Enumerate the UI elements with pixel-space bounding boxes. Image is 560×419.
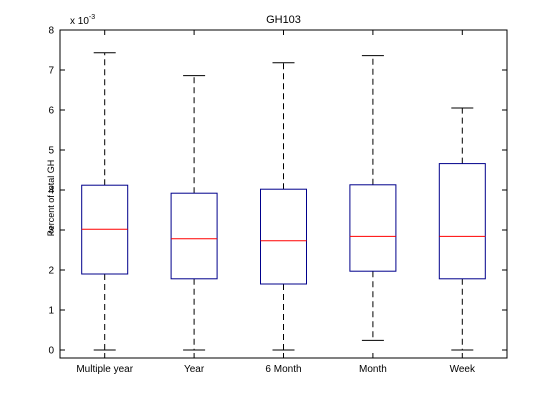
iqr-box <box>349 184 397 272</box>
x-tick-label: Multiple year <box>76 364 133 375</box>
x-tick-label: Week <box>450 364 476 375</box>
y-axis: 0 1 2 3 4 5 6 7 8 <box>48 26 507 357</box>
y-tick-label: 7 <box>48 66 54 77</box>
y-tick-label: 8 <box>48 26 54 37</box>
box-week <box>438 107 486 351</box>
y-multiplier-base: x 10 <box>70 16 89 27</box>
box-6-month <box>260 62 307 351</box>
iqr-box <box>170 192 218 280</box>
y-tick-label: 3 <box>48 226 54 237</box>
y-tick-label: 4 <box>48 186 54 197</box>
y-axis-multiplier: x 10-3 <box>70 14 95 27</box>
iqr-box <box>438 163 486 280</box>
box-month <box>349 55 397 341</box>
box-multiple-year <box>81 52 129 351</box>
y-tick-label: 1 <box>48 306 54 317</box>
chart-title: GH103 <box>266 14 301 26</box>
iqr-box <box>260 188 307 285</box>
y-multiplier-exponent: -3 <box>89 14 95 21</box>
y-tick-label: 6 <box>48 106 54 117</box>
box-year <box>170 75 218 351</box>
y-tick-label: 2 <box>48 266 54 277</box>
boxes-group <box>81 52 486 351</box>
x-tick-label: 6 Month <box>265 364 301 375</box>
x-tick-label: Year <box>184 364 205 375</box>
x-tick-label: Month <box>359 364 387 375</box>
y-tick-label: 5 <box>48 146 54 157</box>
x-axis: Multiple year Year 6 Month Month Week <box>76 30 476 375</box>
y-axis-label: Percent of total GH <box>46 160 56 237</box>
y-tick-label: 0 <box>48 346 54 357</box>
